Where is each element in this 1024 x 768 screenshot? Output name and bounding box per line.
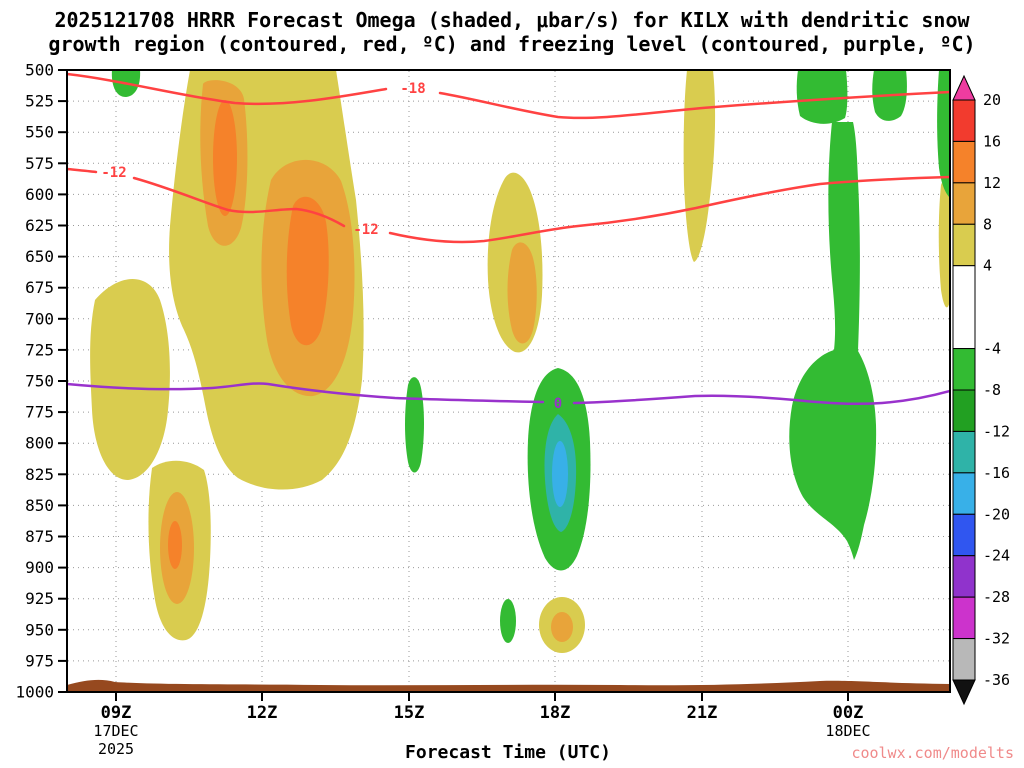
colorbar-segment	[952, 430, 976, 474]
colorbar-tick-label: 8	[983, 215, 992, 233]
colorbar-tick-label: -8	[983, 381, 1001, 399]
colorbar-segment	[952, 638, 976, 681]
omega-negative-18z-surface-dot	[500, 599, 516, 643]
x-tick-label: 00Z	[833, 703, 864, 723]
y-tick-label: 975	[25, 651, 54, 670]
y-tick-label: 925	[25, 589, 54, 608]
colorbar-tick-label: -4	[983, 340, 1001, 358]
y-axis: 500 525 550 575 600 625 650 675 700 725 750 775 800 8…	[15, 61, 66, 702]
y-tick-label: 600	[25, 185, 54, 204]
y-tick-label: 650	[25, 247, 54, 266]
chart-title-line1: 2025121708 HRRR Forecast Omega (shaded, …	[54, 8, 970, 32]
y-tick-label: 575	[25, 154, 54, 173]
colorbar-tick-label: -20	[983, 505, 1010, 523]
x-tick-label: 12Z	[247, 703, 278, 723]
y-tick-label: 825	[25, 465, 54, 484]
omega-positive-lower-core-strong	[168, 521, 182, 569]
omega-positive-left-blob	[90, 278, 170, 480]
y-tick-label: 875	[25, 527, 54, 546]
colorbar-tick-label: 12	[983, 174, 1001, 192]
start-date-label: 17DEC	[93, 722, 138, 740]
colorbar-tick-label: 20	[983, 91, 1001, 109]
colorbar-segment	[952, 99, 976, 142]
colorbar-segment	[952, 513, 976, 557]
omega-positive-right-edge	[938, 182, 950, 308]
colorbar-tick-label: 4	[983, 257, 992, 275]
x-tick-label: 21Z	[687, 703, 718, 723]
y-tick-label: 550	[25, 123, 54, 142]
y-tick-label: 525	[25, 92, 54, 111]
omega-negative-15z-sliver	[405, 377, 424, 473]
y-tick-label: 625	[25, 216, 54, 235]
colorbar-segment	[952, 348, 976, 391]
x-tick-label: 15Z	[394, 703, 425, 723]
x-tick-label: 18Z	[540, 703, 571, 723]
colorbar-tick-label: -32	[983, 630, 1010, 648]
y-tick-label: 700	[25, 309, 54, 328]
y-tick-label: 775	[25, 403, 54, 422]
x-axis: 09Z 12Z 15Z 18Z 21Z 00Z	[101, 693, 864, 723]
colorbar-tick-label: -28	[983, 588, 1010, 606]
y-tick-label: 1000	[15, 683, 54, 702]
colorbar-segment	[952, 389, 976, 432]
colorbar-segment	[952, 182, 976, 225]
chart-title-line2: growth region (contoured, red, ºC) and f…	[48, 32, 975, 56]
x-tick-label: 09Z	[101, 703, 132, 723]
contour-label-minus12-mid: -12	[353, 222, 378, 238]
colorbar-segment	[952, 596, 976, 640]
end-date-label: 18DEC	[825, 722, 870, 740]
y-tick-label: 850	[25, 496, 54, 515]
omega-positive-17z-core	[507, 242, 537, 344]
omega-negative-18z-cyan-core	[552, 441, 568, 507]
contour-dendritic-minus12	[67, 167, 950, 244]
y-tick-label: 900	[25, 558, 54, 577]
omega-positive-21z-column	[683, 70, 716, 262]
omega-negative-right-patch-1	[796, 70, 848, 124]
y-tick-label: 800	[25, 434, 54, 453]
contour-dendritic-minus18	[67, 72, 950, 120]
contour-label-minus18: -18	[400, 81, 425, 97]
omega-negative-00z-column-blob	[789, 122, 877, 560]
colorbar-tick-label: -16	[983, 464, 1010, 482]
plot-border	[66, 69, 951, 693]
colorbar: 20 16 12 8 4 -4 -8 -12 -16 -20 -24 -28 -32 -36	[952, 74, 1010, 706]
colorbar-tick-label: -36	[983, 671, 1010, 689]
y-tick-label: 675	[25, 278, 54, 297]
colorbar-segment	[952, 140, 976, 184]
colorbar-tick-label: -24	[983, 547, 1010, 565]
omega-positive-core-a-strong	[213, 100, 237, 216]
contour-label-freezing-zero: 0	[554, 396, 562, 412]
shaded-omega-field	[67, 70, 950, 692]
x-axis-title: Forecast Time (UTC)	[405, 742, 611, 763]
watermark-link[interactable]: coolwx.com/modelts	[851, 744, 1014, 762]
omega-negative-right-edge	[937, 70, 950, 198]
omega-positive-core-b-strong	[286, 196, 329, 346]
omega-positive-18z-surface-core	[551, 612, 573, 642]
contour-freezing-level	[67, 382, 950, 406]
y-tick-label: 950	[25, 620, 54, 639]
surface-terrain	[67, 679, 950, 692]
colorbar-tick-label: -12	[983, 422, 1010, 440]
colorbar-tick-label: 16	[983, 132, 1001, 150]
contour-label-minus12-left: -12	[101, 165, 126, 181]
colorbar-segment	[952, 265, 976, 350]
colorbar-segment	[952, 555, 976, 598]
start-year-label: 2025	[98, 740, 134, 758]
y-tick-label: 500	[25, 61, 54, 80]
colorbar-segment	[952, 472, 976, 515]
y-tick-label: 750	[25, 372, 54, 391]
colorbar-segment	[952, 223, 976, 267]
y-tick-label: 725	[25, 340, 54, 359]
